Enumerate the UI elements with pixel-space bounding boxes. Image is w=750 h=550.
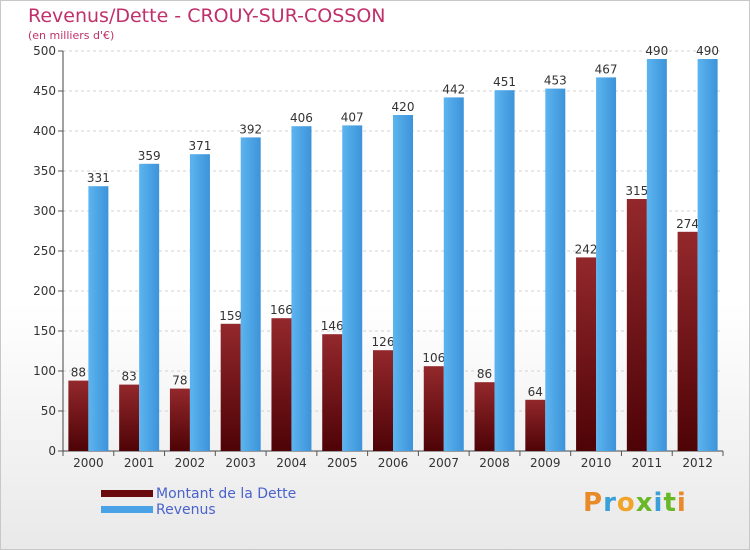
legend-swatch-dette bbox=[101, 490, 153, 497]
logo-letter: o bbox=[616, 488, 636, 518]
bar-revenus bbox=[139, 163, 160, 452]
bar-revenus bbox=[393, 115, 413, 451]
x-tick-label: 2007 bbox=[428, 456, 459, 470]
data-label: 166 bbox=[270, 303, 293, 317]
y-tick-label: 300 bbox=[33, 204, 56, 218]
x-tick-label: 2000 bbox=[73, 456, 104, 470]
y-tick-label: 50 bbox=[41, 404, 56, 418]
bar-revenus bbox=[291, 126, 312, 451]
bar-revenus bbox=[88, 186, 109, 451]
data-label: 453 bbox=[544, 74, 567, 88]
y-tick-label: 450 bbox=[33, 84, 56, 98]
bar-dette bbox=[576, 257, 597, 451]
data-label: 392 bbox=[239, 122, 262, 136]
bar-dette bbox=[68, 380, 89, 451]
y-tick-label: 250 bbox=[33, 244, 56, 258]
bar-dette bbox=[525, 399, 546, 451]
y-tick-label: 0 bbox=[48, 444, 56, 458]
x-tick-label: 2005 bbox=[327, 456, 358, 470]
y-tick-label: 400 bbox=[33, 124, 56, 138]
legend-swatch-revenus bbox=[101, 506, 153, 513]
data-label: 78 bbox=[172, 374, 187, 388]
data-label: 106 bbox=[422, 351, 445, 365]
data-label: 242 bbox=[575, 242, 598, 256]
x-tick-label: 2006 bbox=[378, 456, 409, 470]
data-label: 159 bbox=[219, 309, 242, 323]
data-label: 371 bbox=[188, 139, 211, 153]
y-tick-label: 350 bbox=[33, 164, 56, 178]
bar-dette bbox=[677, 231, 698, 451]
bar-revenus bbox=[596, 77, 617, 452]
data-label: 359 bbox=[138, 149, 161, 163]
x-tick-label: 2002 bbox=[175, 456, 206, 470]
data-label: 315 bbox=[625, 184, 648, 198]
bar-dette bbox=[474, 382, 495, 451]
bar-dette bbox=[119, 384, 140, 451]
data-label: 331 bbox=[87, 171, 110, 185]
logo-letter: r bbox=[603, 488, 617, 518]
x-tick-label: 2008 bbox=[479, 456, 510, 470]
x-tick-label: 2001 bbox=[124, 456, 155, 470]
data-label: 88 bbox=[71, 366, 86, 380]
y-tick-label: 100 bbox=[33, 364, 56, 378]
data-label: 467 bbox=[595, 62, 618, 76]
data-label: 274 bbox=[676, 217, 699, 231]
data-label: 420 bbox=[392, 100, 415, 114]
bar-revenus bbox=[494, 90, 515, 451]
data-label: 406 bbox=[290, 111, 313, 125]
data-label: 490 bbox=[696, 44, 719, 58]
bar-revenus bbox=[545, 88, 566, 451]
bar-revenus bbox=[443, 97, 464, 452]
bar-revenus bbox=[697, 59, 718, 451]
bar-dette bbox=[271, 318, 292, 451]
logo-letter: t bbox=[663, 488, 677, 518]
logo-letter: x bbox=[635, 488, 654, 518]
x-tick-label: 2010 bbox=[581, 456, 612, 470]
bar-revenus bbox=[342, 125, 363, 452]
bar-revenus bbox=[189, 154, 210, 451]
y-tick-label: 150 bbox=[33, 324, 56, 338]
bar-dette bbox=[626, 199, 647, 451]
chart-subtitle: (en milliers d'€) bbox=[28, 29, 115, 42]
data-label: 490 bbox=[645, 44, 668, 58]
y-tick-label: 200 bbox=[33, 284, 56, 298]
data-label: 442 bbox=[442, 82, 465, 96]
bar-revenus bbox=[646, 59, 667, 451]
bar-dette bbox=[169, 388, 190, 451]
legend-label-dette: Montant de la Dette bbox=[156, 486, 297, 502]
data-label: 146 bbox=[321, 319, 344, 333]
bar-dette bbox=[322, 334, 343, 451]
legend-label-revenus: Revenus bbox=[156, 502, 216, 518]
data-label: 407 bbox=[341, 110, 364, 124]
x-tick-label: 2009 bbox=[530, 456, 561, 470]
bar-dette bbox=[373, 350, 393, 451]
data-label: 86 bbox=[477, 367, 492, 381]
x-tick-label: 2012 bbox=[682, 456, 713, 470]
logo-letter: P bbox=[583, 488, 604, 518]
logo-letter: i bbox=[676, 488, 687, 518]
bar-revenus bbox=[240, 137, 261, 451]
data-label: 64 bbox=[528, 385, 543, 399]
x-tick-label: 2003 bbox=[225, 456, 256, 470]
data-label: 126 bbox=[372, 335, 395, 349]
chart-title: Revenus/Dette - CROUY-SUR-COSSON bbox=[28, 5, 386, 27]
proxiti-logo: Proxiti bbox=[583, 488, 687, 518]
y-tick-label: 500 bbox=[33, 44, 56, 58]
data-label: 451 bbox=[493, 75, 516, 89]
bar-dette bbox=[220, 323, 241, 451]
bar-dette bbox=[423, 366, 444, 451]
x-tick-label: 2004 bbox=[276, 456, 307, 470]
x-tick-label: 2011 bbox=[632, 456, 663, 470]
data-label: 83 bbox=[122, 370, 137, 384]
logo-letter: i bbox=[653, 488, 664, 518]
